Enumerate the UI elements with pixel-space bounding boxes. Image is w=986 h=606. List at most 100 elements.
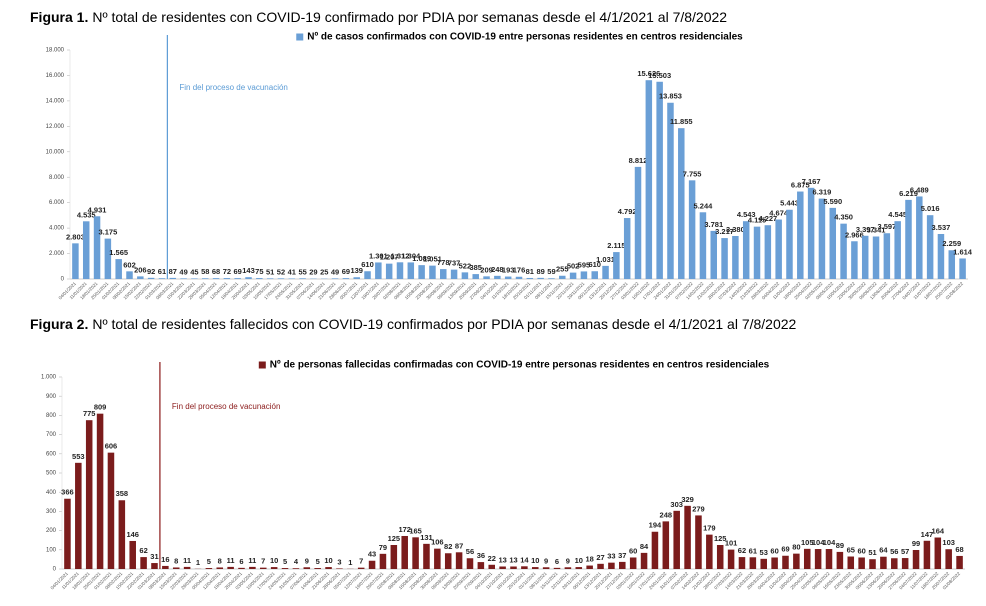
bar	[331, 278, 339, 279]
y-tick-label: 8.000	[49, 175, 65, 181]
data-label: 84	[640, 542, 649, 551]
data-label: 194	[649, 521, 662, 530]
data-label: 176	[513, 266, 526, 275]
data-label: 4.535	[77, 210, 96, 219]
data-label: 105	[801, 538, 814, 547]
bar	[477, 562, 485, 569]
data-label: 165	[409, 526, 422, 535]
data-label: 104	[823, 538, 836, 547]
bar	[580, 271, 588, 279]
bar	[760, 558, 767, 569]
bar	[786, 209, 793, 279]
bar	[515, 276, 523, 279]
data-label: 4	[294, 557, 299, 566]
data-label: 37	[618, 551, 626, 560]
bar	[216, 567, 224, 569]
bar	[934, 537, 942, 569]
bar	[858, 557, 865, 569]
bar	[591, 271, 598, 279]
bar	[710, 230, 717, 279]
data-label: 104	[812, 538, 825, 547]
data-label: 193	[502, 266, 515, 275]
bar	[238, 567, 245, 569]
bar	[292, 568, 300, 569]
y-tick-label: 1.000	[41, 375, 57, 381]
bar	[325, 567, 332, 569]
data-label: 18	[585, 555, 593, 564]
data-label: 3	[337, 557, 341, 566]
data-label: 11	[248, 556, 256, 565]
bar	[764, 225, 772, 279]
data-label: 1	[348, 558, 352, 567]
bar	[526, 277, 534, 279]
figure-label: Figura 1.	[30, 9, 88, 25]
data-label: 1.565	[109, 248, 128, 257]
data-label: 89	[836, 541, 844, 550]
bar	[104, 238, 112, 279]
data-label: 69	[781, 545, 789, 554]
data-label: 6.219	[899, 189, 918, 198]
data-label: 68	[212, 267, 220, 276]
bar	[640, 552, 648, 569]
data-label: 11	[227, 556, 235, 565]
bar	[353, 277, 360, 279]
bar	[807, 187, 815, 279]
data-label: 809	[94, 403, 107, 412]
data-label: 1.312	[391, 251, 410, 260]
data-label: 103	[942, 538, 955, 547]
data-label: 1.089	[412, 254, 431, 263]
bar	[542, 567, 550, 569]
data-label: 179	[703, 524, 716, 533]
bar	[390, 545, 398, 569]
figure-caption: Figura 2. Nº total de residentes fallecid…	[30, 316, 797, 332]
bar	[912, 549, 920, 569]
data-label: 14	[520, 555, 529, 564]
bar	[602, 265, 609, 279]
y-tick-label: 900	[46, 394, 57, 400]
data-label: 92	[147, 267, 155, 276]
data-label: 87	[169, 267, 177, 276]
data-label: 8	[174, 556, 178, 565]
bar	[840, 223, 847, 279]
data-label: 57	[901, 547, 909, 556]
y-tick-label: 800	[46, 413, 57, 419]
data-label: 5	[316, 557, 320, 566]
bar	[956, 555, 963, 569]
data-label: 49	[331, 267, 339, 276]
data-label: 49	[179, 267, 187, 276]
data-label: 6.319	[813, 188, 832, 197]
data-label: 75	[255, 267, 263, 276]
data-label: 1.031	[596, 255, 615, 264]
bar	[645, 80, 653, 280]
bar	[504, 276, 512, 279]
annotation-text: Fin del proceso de vacunación	[179, 83, 288, 92]
bar	[569, 272, 577, 279]
data-label: 4.115	[748, 216, 766, 225]
y-tick-label: 2.000	[49, 251, 65, 257]
bar	[64, 498, 71, 569]
bar	[727, 549, 735, 569]
data-label: 59	[547, 267, 555, 276]
data-label: 775	[83, 409, 96, 418]
data-label: 4.674	[769, 209, 789, 218]
figure-title: Nº total de residentes fallecidos con CO…	[92, 316, 796, 332]
legend-swatch	[258, 361, 266, 369]
y-tick-label: 300	[46, 509, 57, 515]
bar	[158, 278, 166, 279]
bar	[364, 271, 371, 279]
bar	[472, 274, 479, 279]
bar	[75, 462, 82, 569]
bar	[412, 537, 419, 569]
data-label: 3.781	[704, 220, 723, 229]
bar	[205, 568, 213, 569]
data-label: 4.931	[88, 205, 107, 214]
data-label: 61	[749, 546, 757, 555]
data-label: 56	[466, 547, 474, 556]
bar	[429, 265, 436, 279]
bar	[140, 557, 147, 569]
data-label: 139	[350, 266, 363, 275]
data-label: 65	[847, 546, 855, 555]
bar	[357, 567, 365, 569]
data-label: 79	[379, 543, 387, 552]
bar	[923, 540, 931, 569]
